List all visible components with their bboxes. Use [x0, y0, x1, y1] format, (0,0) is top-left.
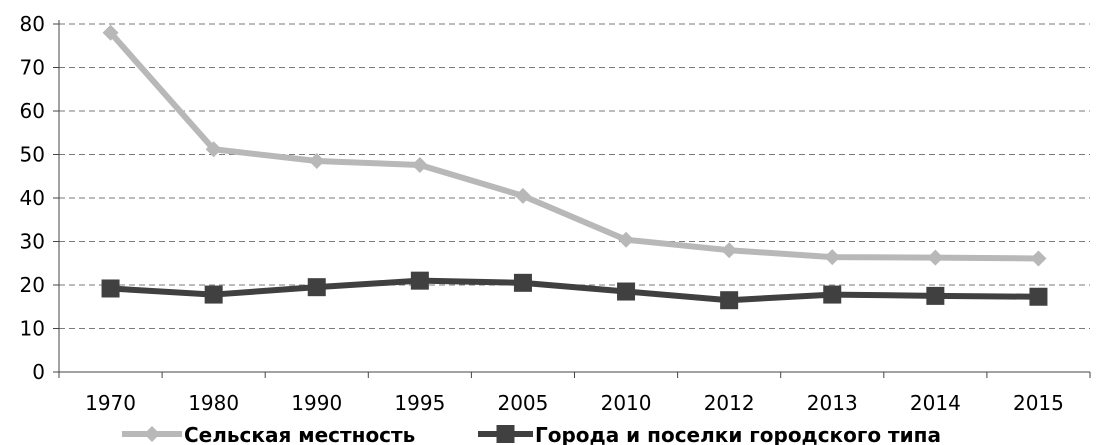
y-tick-label-0: 0 — [32, 360, 45, 384]
x-tick-label-2005: 2005 — [497, 391, 548, 415]
series-2-point-2005 — [513, 273, 532, 292]
y-tick-label-60: 60 — [20, 99, 45, 123]
legend-marker-1 — [144, 426, 160, 442]
x-tick-label-2013: 2013 — [807, 391, 858, 415]
legend-label-2: Города и поселки городского типа — [535, 423, 941, 445]
series-2-point-2014 — [926, 286, 945, 305]
series-1-point-1995 — [411, 156, 428, 173]
series-1 — [102, 24, 1047, 267]
series-group — [101, 24, 1048, 310]
series-2-line — [107, 277, 1042, 304]
series-1-line — [107, 29, 1042, 262]
series-1-point-2010 — [618, 231, 635, 248]
series-1-point-1970 — [102, 24, 119, 41]
legend-label-1: Сельская местность — [184, 423, 415, 445]
x-tick-label-2012: 2012 — [704, 391, 755, 415]
y-tick-label-50: 50 — [20, 143, 45, 167]
x-tick-label-2010: 2010 — [601, 391, 652, 415]
x-tick-label-2015: 2015 — [1013, 391, 1064, 415]
y-tick-label-10: 10 — [20, 317, 45, 341]
series-1-point-1990 — [308, 153, 325, 170]
x-tick-label-1995: 1995 — [394, 391, 445, 415]
series-2-point-1990 — [307, 278, 326, 297]
legend-item-1: Сельская местность — [122, 423, 415, 445]
x-tick-label-1990: 1990 — [291, 391, 342, 415]
gridlines — [59, 23, 1090, 329]
x-axis-ticks: 1970 1980 1990 1995 2005 2010 2012 2013 2014 2015 — [58, 372, 1091, 415]
series-2-point-2015 — [1029, 287, 1048, 306]
series-1-point-2013 — [824, 249, 841, 266]
series-2-point-2013 — [823, 285, 842, 304]
series-2-point-2012 — [720, 291, 739, 310]
series-1-point-2015 — [1030, 250, 1047, 267]
series-2-point-1995 — [410, 271, 429, 290]
y-tick-label-40: 40 — [20, 186, 45, 210]
legend: Сельская местность Города и поселки город… — [122, 423, 941, 445]
x-tick-label-1980: 1980 — [188, 391, 239, 415]
x-tick-label-1970: 1970 — [85, 391, 136, 415]
series-2-point-1970 — [101, 279, 120, 298]
y-tick-label-20: 20 — [20, 273, 45, 297]
legend-item-2: Города и поселки городского типа — [478, 423, 941, 445]
y-tick-label-80: 80 — [20, 12, 45, 36]
x-tick-label-2014: 2014 — [910, 391, 961, 415]
y-axis-ticks: 0 10 20 30 40 50 60 70 80 — [20, 12, 59, 384]
y-tick-label-70: 70 — [20, 56, 45, 80]
series-1-point-2005 — [514, 187, 531, 204]
axes — [58, 20, 1090, 373]
series-2-point-1980 — [204, 285, 223, 304]
y-tick-label-30: 30 — [20, 230, 45, 254]
legend-marker-2 — [496, 425, 515, 443]
series-2 — [101, 271, 1048, 310]
series-1-point-2012 — [721, 242, 738, 259]
series-1-point-1980 — [205, 141, 222, 158]
series-1-point-2014 — [927, 249, 944, 266]
series-2-point-2010 — [617, 282, 636, 301]
